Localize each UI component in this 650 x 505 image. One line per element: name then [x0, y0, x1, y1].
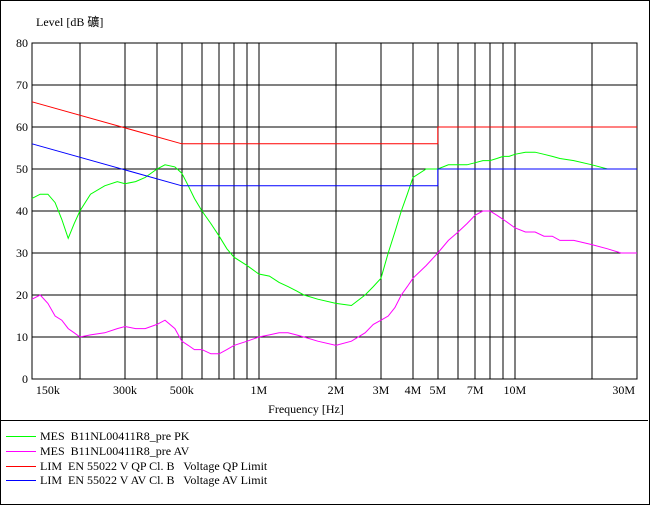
legend-item-qp-limit: LIM EN 55022 V QP Cl. B Voltage QP Limit [6, 459, 267, 473]
legend-swatch-av [6, 450, 36, 452]
x-tick-labels: 150k 300k 500k 1M 2M 3M 4M 5M 7M 10M 30M [36, 383, 635, 397]
legend-item-pk: MES B11NL00411R8_pre PK [6, 429, 189, 443]
y-axis-label: Level [dB 礦] [36, 14, 103, 29]
series-line-3 [31, 143, 637, 187]
x-tick-label: 3M [373, 383, 390, 397]
x-tick-label: 150k [36, 383, 60, 397]
emission-chart: Level [dB 礦] 0 10 20 30 40 50 60 70 80 150k 300k 5… [16, 14, 638, 416]
x-tick-label: 300k [113, 383, 137, 397]
legend-swatch-qp-limit [6, 465, 36, 467]
y-tick-label: 10 [16, 330, 28, 344]
y-tick-labels: 0 10 20 30 40 50 60 70 80 [16, 36, 28, 386]
series-group [31, 101, 637, 355]
x-tick-label: 500k [170, 383, 194, 397]
y-tick-label: 50 [16, 162, 28, 176]
series-line-2 [31, 101, 637, 145]
y-tick-label: 30 [16, 246, 28, 260]
x-axis-label: Frequency [Hz] [268, 402, 344, 416]
legend-label-pk: MES B11NL00411R8_pre PK [40, 428, 190, 443]
legend-label-av-limit: LIM EN 55022 V AV Cl. B Voltage AV Limit [40, 472, 268, 487]
legend-item-av: MES B11NL00411R8_pre AV [6, 444, 189, 458]
legend-swatch-pk [6, 435, 36, 437]
y-tick-label: 40 [16, 204, 28, 218]
series-line-0 [31, 151, 637, 307]
legend-swatch-av-limit [6, 479, 36, 481]
x-tick-label: 5M [429, 383, 446, 397]
x-tick-label: 30M [612, 383, 635, 397]
x-tick-label: 10M [504, 383, 527, 397]
legend-label-av: MES B11NL00411R8_pre AV [40, 443, 190, 458]
legend-label-qp-limit: LIM EN 55022 V QP Cl. B Voltage QP Limit [40, 458, 268, 473]
x-tick-label: 1M [251, 383, 268, 397]
y-tick-label: 70 [16, 78, 28, 92]
legend: MES B11NL00411R8_pre PK MES B11NL00411R8… [0, 420, 648, 505]
y-tick-label: 80 [16, 36, 28, 50]
x-tick-label: 4M [405, 383, 422, 397]
x-tick-label: 2M [328, 383, 345, 397]
y-tick-label: 20 [16, 288, 28, 302]
y-tick-label: 60 [16, 120, 28, 134]
y-tick-label: 0 [22, 372, 28, 386]
x-tick-label: 7M [467, 383, 484, 397]
series-line-1 [31, 210, 637, 355]
legend-item-av-limit: LIM EN 55022 V AV Cl. B Voltage AV Limit [6, 473, 267, 487]
